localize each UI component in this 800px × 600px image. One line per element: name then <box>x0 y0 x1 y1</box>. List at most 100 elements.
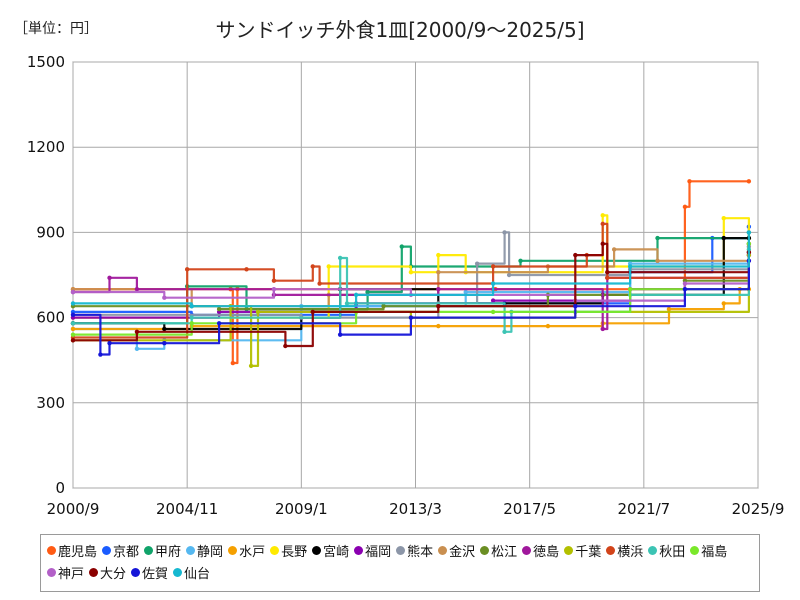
legend-label: 大分 <box>100 566 127 582</box>
unit-label: ［単位：円］ <box>14 21 98 37</box>
data-point <box>490 298 496 303</box>
data-point <box>655 258 660 263</box>
data-point <box>134 329 140 334</box>
data-point <box>506 272 512 278</box>
legend-item: 水戸 <box>228 539 265 561</box>
data-point <box>666 306 672 312</box>
legend-label: 長野 <box>281 544 308 560</box>
data-point <box>627 264 633 269</box>
legend-marker-icon <box>354 545 364 555</box>
data-point <box>600 221 605 227</box>
legend-item: 京都 <box>102 539 139 561</box>
data-point <box>399 244 404 249</box>
data-point <box>216 306 222 312</box>
data-point <box>408 315 414 320</box>
data-point <box>600 326 605 332</box>
y-tick-label: 600 <box>36 309 65 327</box>
legend-label: 金沢 <box>449 544 476 560</box>
data-point <box>436 287 441 292</box>
data-point <box>687 179 692 184</box>
legend-marker-icon <box>564 545 574 555</box>
y-tick-label: 900 <box>36 223 65 241</box>
legend-marker-icon <box>270 545 280 555</box>
data-point <box>134 287 140 292</box>
data-point <box>381 304 386 309</box>
legend-label: 水戸 <box>239 544 266 560</box>
legend-label: 佐賀 <box>142 566 169 582</box>
legend-item: 松江 <box>480 539 517 561</box>
data-point <box>746 230 752 235</box>
data-point <box>337 255 343 261</box>
data-point <box>545 323 551 329</box>
legend-item: 仙台 <box>173 561 210 583</box>
legend-label: 徳島 <box>533 544 560 560</box>
y-tick-label: 1200 <box>27 138 65 156</box>
legend-marker-icon <box>47 545 56 555</box>
data-point <box>70 312 76 317</box>
data-point <box>605 269 610 275</box>
data-point <box>463 289 468 295</box>
series-line-14 <box>73 222 750 339</box>
legend-marker-icon <box>47 567 56 577</box>
data-point <box>189 304 194 309</box>
legend-label: 熊本 <box>407 544 434 560</box>
legend-label: 仙台 <box>184 566 211 582</box>
data-point <box>344 301 350 306</box>
data-point <box>365 289 370 295</box>
data-point <box>134 346 140 352</box>
data-point <box>107 340 112 346</box>
data-point <box>573 252 578 258</box>
data-point <box>611 247 617 252</box>
chart-title: サンドイッチ外食1皿[2000/9～2025/5] <box>215 18 585 42</box>
legend-label: 鹿児島 <box>58 544 98 560</box>
legend-item: 佐賀 <box>131 561 168 583</box>
data-point <box>70 338 76 343</box>
data-point <box>244 267 249 272</box>
data-point <box>627 287 633 292</box>
data-point <box>436 252 441 258</box>
data-point <box>721 235 726 241</box>
legend-label: 宮崎 <box>323 544 350 560</box>
data-point <box>189 321 194 326</box>
data-point <box>474 261 480 266</box>
series-layer <box>70 179 752 369</box>
legend-item: 福島 <box>690 539 727 561</box>
data-point <box>326 264 331 269</box>
data-point <box>98 352 103 357</box>
x-tick-label: 2004/11 <box>156 500 218 518</box>
data-point <box>721 301 726 306</box>
y-axis: 0 300 600 900 1200 1500 <box>27 53 65 497</box>
data-point <box>271 287 277 292</box>
legend-item: 甲府 <box>144 539 181 561</box>
legend-marker-icon <box>648 545 658 555</box>
data-point <box>162 295 167 300</box>
y-tick-label: 1500 <box>27 53 65 71</box>
x-tick-label: 2009/1 <box>275 500 328 518</box>
x-tick-label: 2013/3 <box>389 500 442 518</box>
data-point <box>248 363 254 369</box>
data-point <box>682 287 688 292</box>
legend-marker-icon <box>102 545 112 555</box>
data-point <box>107 275 112 281</box>
data-point <box>502 230 507 235</box>
data-point <box>162 326 167 332</box>
x-tick-label: 2000/9 <box>47 500 100 518</box>
data-point <box>70 332 76 337</box>
legend-marker-icon <box>606 545 616 555</box>
data-point <box>283 343 288 349</box>
data-point <box>502 329 507 334</box>
data-point <box>310 264 315 269</box>
legend-marker-icon <box>173 567 183 577</box>
y-tick-label: 0 <box>55 479 65 497</box>
legend-item: 鹿児島 <box>47 539 97 561</box>
legend-item: 神戸 <box>47 561 84 583</box>
legend-item: 横浜 <box>606 539 643 561</box>
data-point <box>70 301 76 306</box>
legend-marker-icon <box>228 545 238 555</box>
data-point <box>310 309 315 315</box>
x-axis: 2000/9 2004/11 2009/1 2013/3 2017/5 2021/7 202… <box>47 500 785 518</box>
data-point <box>436 323 441 329</box>
y-tick-label: 300 <box>36 394 65 412</box>
data-point <box>600 213 605 218</box>
legend-label: 福岡 <box>365 544 392 560</box>
